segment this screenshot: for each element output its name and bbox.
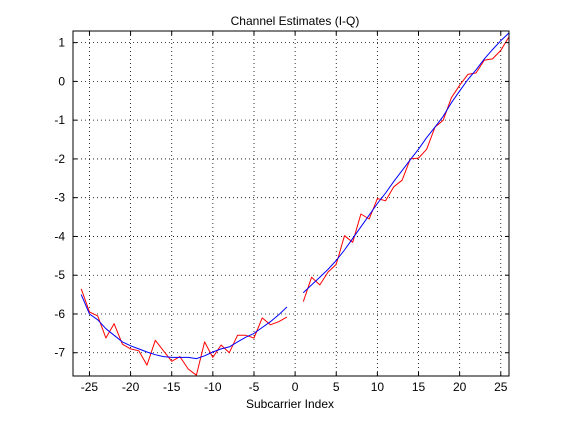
x-tick-label: -15	[163, 380, 181, 394]
x-tick-label: 20	[453, 380, 467, 394]
series-0-line-segment-1	[302, 36, 510, 302]
series-layer	[80, 32, 510, 376]
series-1-line-segment-1	[302, 32, 510, 294]
x-tick-label: 25	[494, 380, 508, 394]
x-tick-label: 10	[371, 380, 385, 394]
y-tick-label: -4	[54, 229, 65, 243]
y-tick-label: -5	[54, 268, 65, 282]
x-tick-label: -5	[249, 380, 260, 394]
plot-frame	[72, 30, 510, 377]
series-0-line-segment-0	[80, 288, 288, 376]
plot-area	[73, 31, 509, 376]
y-tick-label: -2	[54, 152, 65, 166]
y-tick-label: -7	[54, 346, 65, 360]
x-axis-label: Subcarrier Index	[246, 397, 334, 411]
x-tick-label: 0	[292, 380, 299, 394]
x-tick-label: -20	[122, 380, 140, 394]
x-tick-label: -10	[204, 380, 222, 394]
x-tick-label: 15	[412, 380, 426, 394]
y-tick-label: -6	[54, 307, 65, 321]
x-tick-label: -25	[81, 380, 99, 394]
grid	[73, 31, 509, 376]
y-tick-label: -3	[54, 191, 65, 205]
series-1-line-segment-0	[80, 294, 288, 360]
y-tick-label: 1	[58, 36, 65, 50]
chart-title: Channel Estimates (I-Q)	[231, 14, 360, 28]
x-tick-label: 5	[333, 380, 340, 394]
y-tick-label: 0	[58, 74, 65, 88]
y-tick-label: -1	[54, 113, 65, 127]
